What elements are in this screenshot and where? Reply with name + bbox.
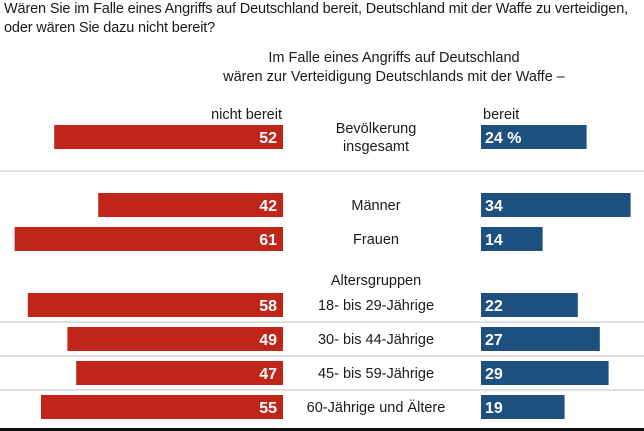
value-label-nicht-bereit: 55 xyxy=(259,400,277,417)
survey-question-line-2: oder wären Sie dazu nicht bereit? xyxy=(4,20,216,36)
chart-heading: Im Falle eines Angriffs auf Deutschland … xyxy=(0,49,644,87)
category-label: Frauen xyxy=(353,232,399,248)
category-label: 30- bis 44-Jährige xyxy=(318,332,434,348)
bar-bereit xyxy=(481,293,578,317)
bottom-rule xyxy=(0,428,644,431)
value-label-nicht-bereit: 61 xyxy=(259,232,277,249)
bar-bereit xyxy=(481,193,631,217)
value-label-bereit: 19 xyxy=(485,400,503,417)
legend-nicht-bereit: nicht bereit xyxy=(211,107,282,123)
bar-bereit xyxy=(481,327,600,351)
chart-heading-line-2: wären zur Verteidigung Deutschlands mit … xyxy=(223,69,565,85)
survey-question: Wären Sie im Falle eines Angriffs auf De… xyxy=(4,0,640,38)
chart-heading-line-1: Im Falle eines Angriffs auf Deutschland xyxy=(268,50,520,66)
survey-question-line-1: Wären Sie im Falle eines Angriffs auf De… xyxy=(4,1,629,17)
bar-nicht-bereit xyxy=(54,125,284,149)
value-label-nicht-bereit: 58 xyxy=(259,298,277,315)
bar-bereit xyxy=(481,227,543,251)
bar-nicht-bereit xyxy=(67,327,284,351)
bar-bereit xyxy=(481,395,565,419)
value-label-nicht-bereit: 47 xyxy=(259,366,277,383)
legend-bereit: bereit xyxy=(483,107,520,123)
category-label: 18- bis 29-Jährige xyxy=(318,298,434,314)
category-label: Bevölkerung xyxy=(336,121,417,137)
category-label: 60-Jährige und Ältere xyxy=(307,399,446,416)
bar-nicht-bereit xyxy=(41,395,283,419)
bar-nicht-bereit xyxy=(14,227,283,251)
value-label-nicht-bereit: 52 xyxy=(259,130,277,147)
value-label-bereit: 24 % xyxy=(485,130,521,147)
value-label-bereit: 14 xyxy=(485,232,503,249)
value-label-bereit: 34 xyxy=(485,198,503,215)
value-label-bereit: 22 xyxy=(485,298,503,315)
value-label-nicht-bereit: 42 xyxy=(259,198,277,215)
value-label-nicht-bereit: 49 xyxy=(259,332,277,349)
category-label: insgesamt xyxy=(343,139,409,155)
bar-bereit xyxy=(481,361,609,385)
category-label: Männer xyxy=(351,198,400,214)
value-label-bereit: 27 xyxy=(485,332,503,349)
bar-nicht-bereit xyxy=(27,293,283,317)
bar-nicht-bereit xyxy=(76,361,283,385)
group-label-altersgruppen: Altersgruppen xyxy=(331,273,421,289)
bar-nicht-bereit xyxy=(98,193,283,217)
bar-bereit xyxy=(481,125,587,149)
value-label-bereit: 29 xyxy=(485,366,503,383)
category-label: 45- bis 59-Jährige xyxy=(318,366,434,382)
